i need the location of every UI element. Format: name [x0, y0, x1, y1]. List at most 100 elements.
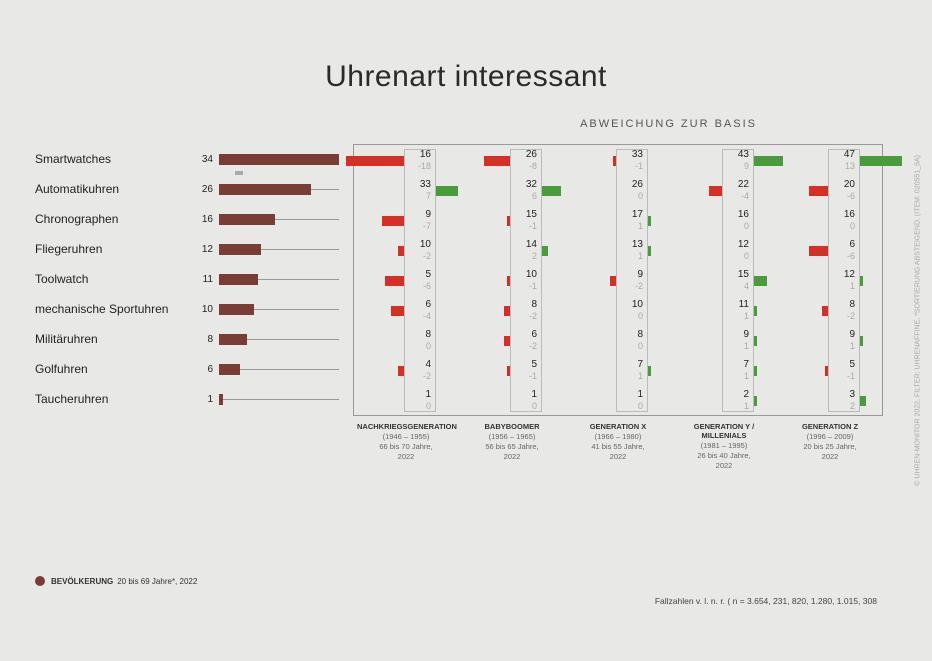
category-row: Smartwatches 34: [35, 144, 345, 174]
deviation-main-value: 26: [619, 179, 643, 190]
bar-fill: [219, 304, 254, 315]
deviation-main-value: 15: [513, 209, 537, 220]
deviation-delta-value: -6: [831, 251, 855, 261]
deviation-delta-value: -2: [619, 281, 643, 291]
deviation-delta-value: -1: [619, 161, 643, 171]
deviation-cell: 12 0: [672, 236, 778, 266]
category-label: Smartwatches: [35, 152, 195, 166]
category-row: Militäruhren 8: [35, 324, 345, 354]
deviation-bar-positive: [754, 276, 767, 286]
deviation-cell: 6 -6: [778, 236, 884, 266]
deviation-delta-value: 1: [619, 251, 643, 261]
deviation-delta-value: -4: [407, 311, 431, 321]
deviation-main-value: 17: [619, 209, 643, 220]
bar-fill: [219, 364, 240, 375]
deviation-delta-value: 7: [407, 191, 431, 201]
deviation-main-value: 12: [725, 239, 749, 250]
deviation-row: 6 -4 8 -2 10 0 11 1 8 -2: [354, 296, 882, 326]
deviation-cell: 14 2: [460, 236, 566, 266]
footnote: Fallzahlen v. l. n. r. ( n = 3.654, 231,…: [655, 596, 877, 606]
deviation-delta-value: 1: [619, 371, 643, 381]
bar-track: [219, 399, 339, 400]
deviation-main-value: 5: [831, 359, 855, 370]
deviation-delta-value: -18: [407, 161, 431, 171]
category-value: 34: [195, 154, 213, 165]
deviation-cell: 8 0: [354, 326, 460, 356]
deviation-cell: 5 -1: [778, 356, 884, 386]
deviation-cell: 1 0: [460, 386, 566, 416]
chart-subtitle: ABWEICHUNG ZUR BASIS: [580, 118, 757, 130]
generation-year: 2022: [781, 452, 879, 461]
deviation-cell: 6 -2: [460, 326, 566, 356]
deviation-delta-value: 0: [619, 401, 643, 411]
deviation-cell: 13 1: [566, 236, 672, 266]
deviation-bar-negative: [504, 306, 510, 316]
deviation-bar-negative: [825, 366, 828, 376]
deviation-main-value: 47: [831, 149, 855, 160]
deviation-cell: 16 0: [778, 206, 884, 236]
generation-label-column: GENERATION Y / MILLENIALS (1981 – 1995) …: [671, 422, 777, 470]
generation-years: (1956 – 1965): [463, 432, 561, 441]
deviation-bar-negative: [809, 186, 828, 196]
deviation-row: 8 0 6 -2 8 0 9 1 9 1: [354, 326, 882, 356]
deviation-main-value: 8: [407, 329, 431, 340]
generation-age: 26 bis 40 Jahre,: [675, 451, 773, 460]
deviation-cell: 20 -6: [778, 176, 884, 206]
deviation-delta-value: 1: [725, 371, 749, 381]
deviation-cell: 9 1: [672, 326, 778, 356]
generation-years: (1996 – 2009): [781, 432, 879, 441]
bar-fill: [219, 394, 223, 405]
deviation-delta-value: 0: [725, 251, 749, 261]
bar-track: [219, 309, 339, 310]
deviation-bar-positive: [542, 246, 548, 256]
deviation-bar-negative: [484, 156, 510, 166]
legend-bold: BEVÖLKERUNG: [51, 577, 113, 586]
deviation-main-value: 7: [725, 359, 749, 370]
category-row: Fliegeruhren 12: [35, 234, 345, 264]
deviation-bar-negative: [613, 156, 616, 166]
deviation-grid: 16 -18 26 -8 33 -1 43 9 47 13 33 7 32 6 …: [353, 144, 883, 416]
deviation-main-value: 6: [407, 299, 431, 310]
deviation-cell: 15 -1: [460, 206, 566, 236]
deviation-main-value: 16: [407, 149, 431, 160]
deviation-delta-value: 0: [831, 221, 855, 231]
deviation-delta-value: 1: [725, 311, 749, 321]
category-value: 11: [195, 274, 213, 285]
deviation-cell: 1 0: [354, 386, 460, 416]
deviation-delta-value: 4: [725, 281, 749, 291]
deviation-main-value: 5: [407, 269, 431, 280]
bar-fill: [219, 334, 247, 345]
deviation-cell: 8 0: [566, 326, 672, 356]
generation-label-column: NACHKRIEGSGENERATION (1946 – 1955) 66 bi…: [353, 422, 459, 470]
deviation-cell: 9 -7: [354, 206, 460, 236]
deviation-bar-positive: [754, 336, 757, 346]
deviation-main-value: 11: [725, 299, 749, 310]
deviation-main-value: 2: [725, 389, 749, 400]
generation-name: BABYBOOMER: [463, 422, 561, 431]
deviation-cell: 15 4: [672, 266, 778, 296]
deviation-delta-value: 0: [619, 341, 643, 351]
deviation-cell: 32 6: [460, 176, 566, 206]
category-value: 12: [195, 244, 213, 255]
deviation-cell: 6 -4: [354, 296, 460, 326]
category-value: 16: [195, 214, 213, 225]
deviation-bar-positive: [860, 336, 863, 346]
category-value: 10: [195, 304, 213, 315]
generation-year: 2022: [569, 452, 667, 461]
generation-label-column: GENERATION Z (1996 – 2009) 20 bis 25 Jah…: [777, 422, 883, 470]
chart-area: Smartwatches 34 Automatikuhren 26 Chrono…: [0, 144, 932, 470]
deviation-row: 4 -2 5 -1 7 1 7 1 5 -1: [354, 356, 882, 386]
deviation-bar-positive: [754, 366, 757, 376]
bar-fill: [219, 184, 311, 195]
deviation-delta-value: -1: [513, 281, 537, 291]
bar-track: [219, 279, 339, 280]
deviation-delta-value: 2: [513, 251, 537, 261]
generation-name: GENERATION Z: [781, 422, 879, 431]
generation-years: (1966 – 1980): [569, 432, 667, 441]
bar-fill: [219, 214, 275, 225]
deviation-cell: 33 7: [354, 176, 460, 206]
deviation-cell: 4 -2: [354, 356, 460, 386]
deviation-main-value: 9: [831, 329, 855, 340]
deviation-row: 9 -7 15 -1 17 1 16 0 16 0: [354, 206, 882, 236]
category-value: 6: [195, 364, 213, 375]
